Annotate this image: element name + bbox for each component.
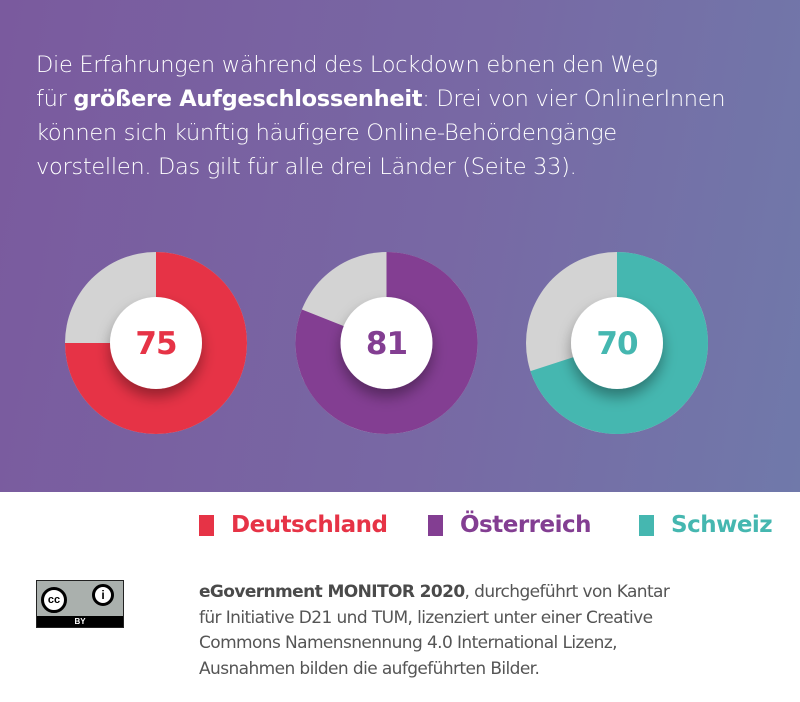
legend-item-schweiz: Schweiz [639,512,773,538]
legend-swatch [428,514,443,536]
donut-charts: 75 81 70 [65,252,709,434]
credit-segment: , durchgeführt von Kantar [464,582,670,602]
intro-line: für größere Aufgeschlossenheit: Drei von… [36,82,776,116]
donut-center [571,297,663,389]
intro-line: können sich künftig häufigere Online-Beh… [36,120,617,146]
legend-swatch [199,514,214,536]
legend-label: Deutschland [231,512,388,538]
credit-line: eGovernment MONITOR 2020, durchgeführt v… [199,580,759,606]
legend-item-deutschland: Deutschland [199,512,388,538]
attribution-person-icon: i [92,584,114,606]
legend-label: Schweiz [671,512,773,538]
intro-line: Die Erfahrungen während des Lockdown ebn… [36,52,658,78]
credit-line: Ausnahmen bilden die aufgeführten Bilder… [199,658,540,679]
intro-line: vorstellen. Das gilt für alle drei Lände… [36,154,577,180]
donut-value-label: 70 [596,326,638,362]
intro-segment: für [36,86,74,112]
intro-text: Die Erfahrungen während des Lockdown ebn… [36,48,776,184]
cc-glyph: cc [41,587,67,613]
donut-center [110,297,202,389]
creative-commons-by-icon: cc i BY [36,580,124,628]
credit-text: eGovernment MONITOR 2020, durchgeführt v… [199,580,759,682]
credit-line: für Initiative D21 und TUM, lizenziert u… [199,607,653,628]
by-label: BY [37,616,123,627]
donut-value-label: 81 [366,326,407,362]
credit-source: eGovernment MONITOR 2020 [199,582,465,602]
donut-value-label: 75 [135,326,176,362]
legend-label: Österreich [460,512,592,538]
intro-highlight: größere Aufgeschlossenheit [73,86,423,112]
donut-center [340,297,433,389]
legend-item-oesterreich: Österreich [428,512,592,538]
legend-swatch [639,514,654,536]
intro-segment: : Drei von vier OnlinerInnen [422,86,726,112]
credit-line: Commons Namensnennung 4.0 International … [199,633,618,653]
